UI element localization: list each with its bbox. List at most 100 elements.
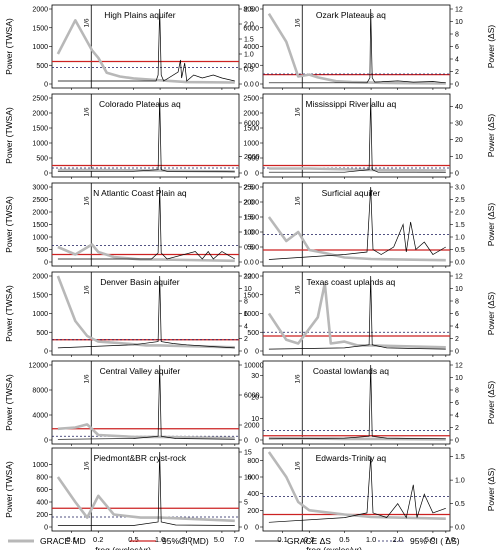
left-axis-label: Power (TWSA) (4, 285, 14, 342)
panel-6: 0 500 1000 1500 2000 2500 0.0 0.5 1.0 1.5 2.0 2.5 3.… (243, 182, 496, 268)
left-tick-label: 20 (251, 395, 259, 402)
right-tick-label: 0 (244, 438, 248, 445)
left-tick-label: 800 (36, 475, 48, 482)
panel-title: Colorado Plateaus aq (99, 99, 181, 109)
left-tick-label: 0 (255, 349, 259, 356)
right-tick-label: 12 (244, 274, 252, 281)
grace-md-series (56, 18, 235, 84)
left-tick-label: 1000 (32, 311, 48, 318)
x-tick-label: 0.1 (277, 535, 287, 544)
x-axis-label: freq (cycles/yr) (95, 545, 151, 550)
left-tick-label: 500 (36, 330, 48, 337)
grace-ds-series (268, 275, 446, 350)
right-tick-label: 40 (455, 104, 463, 111)
right-tick-label: 6 (455, 44, 459, 51)
right-axis-label: Power (ΔS) (486, 203, 496, 247)
vline-label: 1/6 (294, 18, 301, 27)
grace-ds-series (57, 275, 235, 349)
right-axis-label: Power (ΔS) (486, 114, 496, 158)
grace-ds-series (268, 456, 446, 523)
x-tick-label: 7.0 (445, 535, 455, 544)
x-tick-label: 0.5 (128, 535, 138, 544)
grace-ds-series (57, 186, 235, 260)
left-tick-label: 600 (247, 475, 259, 482)
panel-title: Piedmont&BR cryst-rock (94, 453, 187, 463)
right-tick-label: 1.0 (455, 478, 465, 485)
right-tick-label: 10 (455, 286, 463, 293)
panel-5: 0 500 1000 1500 2000 2500 3000 0.0 0.5 1.0 1.5 2.0 2… (4, 182, 254, 268)
left-tick-label: 1000 (32, 462, 48, 469)
panel-7: 0 500 1000 1500 2000 0 2 4 6 8 10 12 Power (TWSA) 1/6… (4, 271, 252, 357)
panel-1: 0 500 1000 1500 2000 0.0 0.5 1.0 1.5 2.0 2.5 Power … (4, 4, 254, 90)
right-tick-label: 6 (244, 311, 248, 318)
left-tick-label: 0 (255, 171, 259, 178)
left-tick-label: 3000 (32, 185, 48, 192)
vline-label: 1/6 (83, 285, 90, 294)
left-axis-label: Power (TWSA) (4, 374, 14, 431)
right-tick-label: 2000 (244, 423, 260, 430)
right-tick-label: 8 (455, 388, 459, 395)
x-axis-label: freq (cycles/yr) (306, 545, 362, 550)
left-tick-label: 0 (44, 349, 48, 356)
x-tick-label: 0.2 (93, 535, 103, 544)
right-tick-label: 2 (455, 336, 459, 343)
right-tick-label: 2.5 (244, 185, 254, 192)
vline-label: 1/6 (83, 374, 90, 383)
left-tick-label: 600 (36, 487, 48, 494)
left-tick-label: 1000 (32, 141, 48, 148)
right-tick-label: 8 (244, 299, 248, 306)
left-tick-label: 500 (36, 247, 48, 254)
legend: GRACE MD 95%CI (MD) GRACE ΔS 95% CI ( ΔS) (8, 536, 460, 546)
legend-item-3: GRACE ΔS (255, 536, 331, 546)
left-tick-label: 1500 (243, 215, 259, 222)
right-tick-label: 20 (455, 137, 463, 144)
right-tick-label: 0.0 (244, 82, 254, 89)
right-tick-label: 2 (455, 425, 459, 432)
x-tick-label: 5.0 (214, 535, 224, 544)
right-tick-label: 2.0 (244, 200, 254, 207)
grace-md-series (57, 243, 235, 263)
right-tick-label: 6 (455, 400, 459, 407)
right-tick-label: 10000 (244, 363, 264, 370)
left-tick-label: 2000 (243, 63, 259, 70)
legend-label: 95%CI (MD) (162, 536, 209, 546)
left-tick-label: 1000 (243, 141, 259, 148)
legend-label: GRACE MD (40, 536, 86, 546)
left-tick-label: 2500 (32, 96, 48, 103)
left-tick-label: 1000 (243, 230, 259, 237)
left-tick-label: 0 (255, 438, 259, 445)
right-tick-label: 10 (455, 19, 463, 26)
left-tick-label: 2000 (243, 274, 259, 281)
left-tick-label: 0 (44, 82, 48, 89)
left-axis-label: Power (TWSA) (4, 18, 14, 75)
right-tick-label: 2000 (244, 154, 260, 161)
right-tick-label: 12 (455, 274, 463, 281)
x-tick-label: 2.0 (181, 535, 191, 544)
left-axis-label: Power (TWSA) (4, 461, 14, 518)
x-tick-label: 0.2 (304, 535, 314, 544)
right-tick-label: 0.5 (455, 501, 465, 508)
left-tick-label: 500 (36, 156, 48, 163)
vline-label: 1/6 (83, 196, 90, 205)
left-tick-label: 4000 (32, 413, 48, 420)
right-tick-label: 0 (244, 171, 248, 178)
vline-label: 1/6 (294, 285, 301, 294)
right-tick-label: 0 (455, 171, 459, 178)
left-tick-label: 0 (255, 82, 259, 89)
left-tick-label: 2000 (32, 111, 48, 118)
vline-label: 1/6 (294, 107, 301, 116)
x-tick-label: 1.0 (366, 535, 376, 544)
x-tick-label: 0.1 (66, 535, 76, 544)
left-tick-label: 0 (44, 525, 48, 532)
panel-2: 0 2000 4000 6000 8000 0 2 4 6 8 10 12 Power (ΔS) 1/6 O… (243, 4, 496, 90)
right-tick-label: 6 (455, 311, 459, 318)
grace-ds-series (268, 364, 446, 440)
panel-title: Edwards-Trinity aq (316, 453, 387, 463)
x-tick-label: 7.0 (234, 535, 244, 544)
panel-frame (51, 93, 240, 178)
left-tick-label: 2000 (32, 210, 48, 217)
right-tick-label: 10 (244, 475, 252, 482)
panel-title: Central Valley aquifer (100, 366, 181, 376)
vline-label: 1/6 (294, 196, 301, 205)
